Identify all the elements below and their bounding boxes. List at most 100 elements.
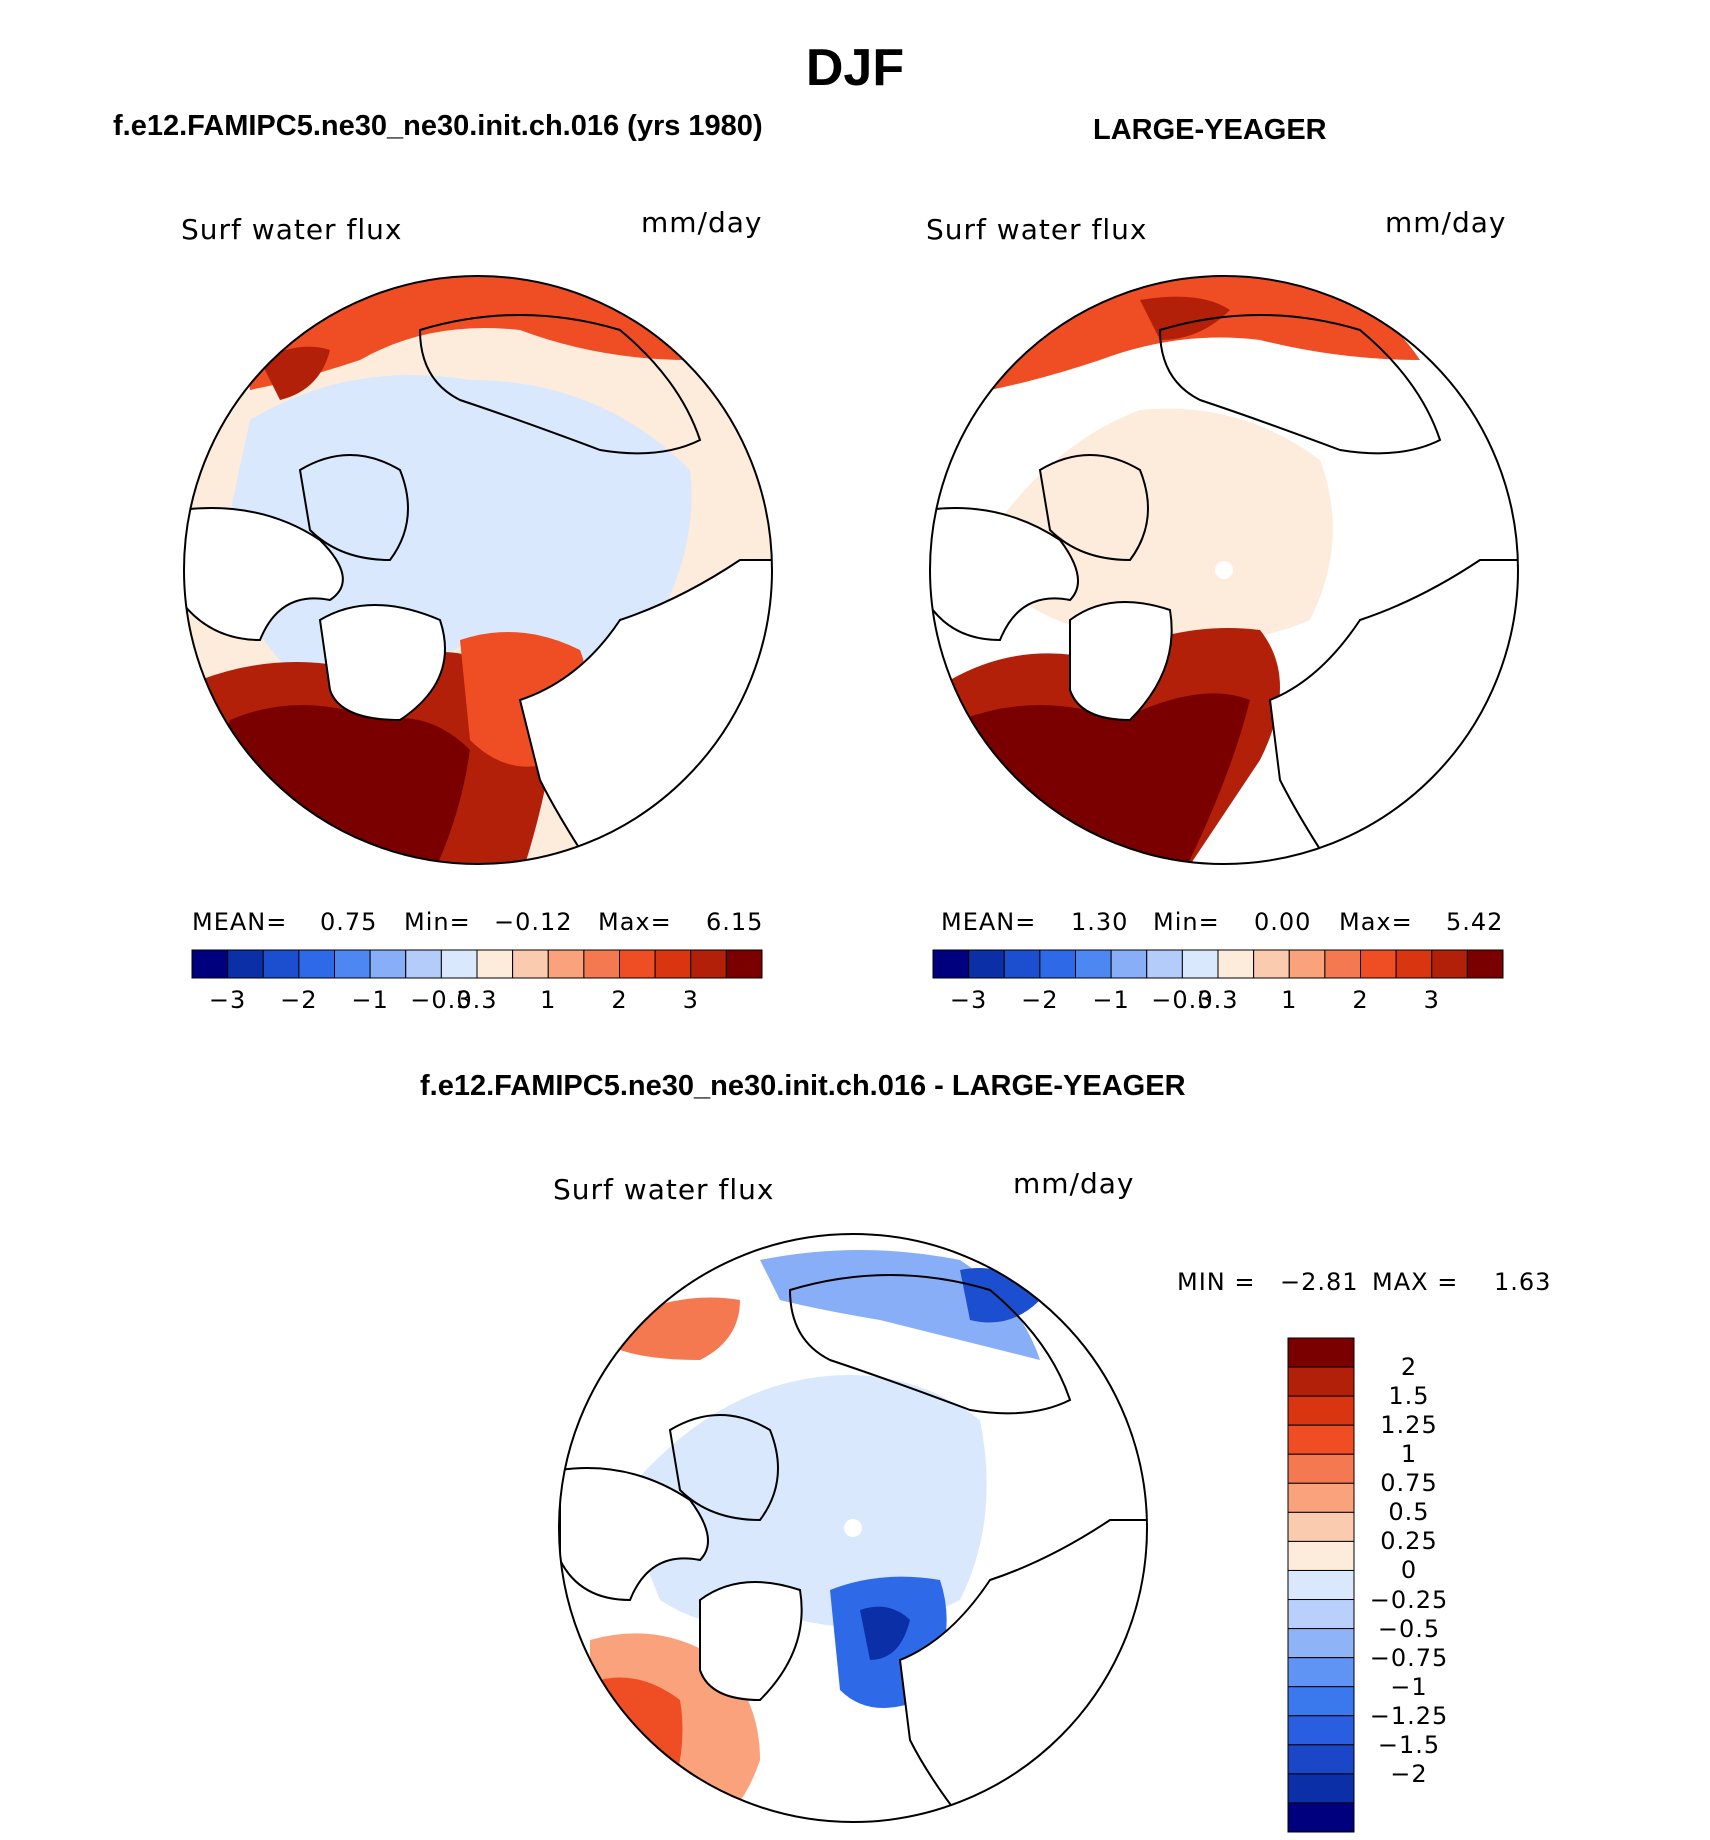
left-colorbar-box: [619, 949, 656, 979]
diff-max-label: MAX =: [1372, 1268, 1459, 1296]
right-colorbar-box: [1146, 949, 1183, 979]
right-map: [930, 276, 1518, 864]
diff-colorbar-box: [1287, 1540, 1355, 1571]
right-colorbar-box: [932, 949, 970, 979]
diff-barents-dark: [860, 1606, 910, 1660]
left-colorbar-tick-label: −0.3: [410, 986, 473, 1014]
diff-colorbar-box: [1287, 1628, 1355, 1659]
diff-colorbar-tick-label: 1: [1400, 1440, 1418, 1469]
left-pacific-dark: [260, 346, 330, 400]
diff-colorbar-tick-label: −2: [1390, 1759, 1428, 1788]
diff-colorbar-tick-label: −1.5: [1377, 1730, 1441, 1759]
left-colorbar-tick-label: −2: [280, 986, 318, 1014]
right-colorbar-box: [1181, 949, 1219, 979]
left-colorbar-tick-label: 1: [540, 986, 557, 1014]
right-canadian-archipelago: [1038, 454, 1149, 562]
right-north-america: [930, 507, 1079, 642]
left-panel-title: f.e12.FAMIPC5.ne30_ne30.init.ch.016 (yrs…: [113, 110, 763, 142]
right-colorbar-box: [1039, 949, 1076, 979]
left-north-america: [184, 507, 344, 642]
left-max-label: Max=: [598, 908, 672, 936]
right-colorbar-tick-label: 2: [1352, 986, 1369, 1014]
right-colorbar-box: [1360, 949, 1397, 979]
right-panel-title: LARGE-YEAGER: [1093, 114, 1327, 146]
left-max-value: 6.15: [706, 908, 764, 936]
right-colorbar-tick-label: 1: [1281, 986, 1298, 1014]
right-min-value: 0.00: [1254, 908, 1312, 936]
diff-colorbar-tick-label: −0.5: [1377, 1614, 1441, 1643]
diff-siberia-coast: [788, 1274, 1072, 1415]
diff-units-label: mm/day: [1013, 1167, 1135, 1200]
left-colorbar-box: [725, 949, 763, 979]
left-colorbar-box: [690, 949, 727, 979]
right-colorbar-box: [1003, 949, 1041, 979]
right-siberia: [1158, 314, 1442, 455]
right-variable-label: Surf water flux: [926, 213, 1148, 246]
diff-colorbar-box: [1287, 1657, 1355, 1688]
left-min-label: Min=: [404, 908, 471, 936]
right-arctic-light: [1000, 408, 1333, 643]
right-colorbar-box: [1110, 949, 1148, 979]
right-pole-hole: [1215, 561, 1233, 579]
left-colorbar-tick-label: −3: [208, 986, 247, 1014]
left-colorbar-box: [440, 949, 478, 979]
left-colorbar-box: [654, 949, 692, 979]
right-map-border: [929, 275, 1519, 865]
diff-colorbar-tick-label: 0.25: [1380, 1527, 1438, 1556]
right-colorbar-box: [1324, 949, 1361, 979]
left-colorbar-tick-label: 0.3: [456, 986, 498, 1014]
diff-map-border: [558, 1233, 1148, 1823]
left-colorbar-box: [191, 949, 229, 979]
diff-colorbar-box: [1287, 1773, 1355, 1804]
right-colorbar-box: [1466, 949, 1504, 979]
right-colorbar-tick-label: −0.3: [1151, 986, 1214, 1014]
diff-colorbar-tick-label: 0.75: [1380, 1469, 1438, 1498]
diff-colorbar-box: [1287, 1482, 1355, 1513]
diff-colorbar-tick-label: 2: [1400, 1353, 1418, 1382]
right-units-label: mm/day: [1385, 206, 1507, 239]
figure-title: DJF: [805, 39, 905, 97]
diff-colorbar-box: [1287, 1395, 1355, 1426]
diff-atlantic-strong: [600, 1677, 683, 1820]
diff-colorbar-tick-label: −1: [1390, 1672, 1428, 1701]
diff-north-america: [559, 1467, 709, 1602]
diff-colorbar-box: [1287, 1424, 1355, 1455]
left-colorbar-box: [512, 949, 549, 979]
left-canadian-archipelago: [298, 454, 409, 562]
right-mean-label: MEAN=: [941, 908, 1037, 936]
left-units-label: mm/day: [641, 206, 763, 239]
diff-colorbar-box: [1287, 1686, 1355, 1717]
right-mean-value: 1.30: [1071, 908, 1129, 936]
diff-colorbar-tick-label: −0.25: [1369, 1585, 1449, 1614]
diff-colorbar-box: [1287, 1715, 1355, 1746]
diff-colorbar-box: [1287, 1366, 1355, 1397]
diff-canadian-archipelago: [668, 1414, 779, 1522]
right-colorbar-box: [1075, 949, 1112, 979]
right-colorbar-box: [968, 949, 1005, 979]
diff-variable-label: Surf water flux: [553, 1173, 775, 1206]
diff-colorbar-tick-label: 1.25: [1380, 1411, 1438, 1440]
diff-colorbar-box: [1287, 1599, 1355, 1630]
diff-arctic-blue: [620, 1375, 987, 1627]
right-colorbar-box: [1431, 949, 1468, 979]
diff-min-label: MIN =: [1177, 1268, 1256, 1296]
diff-colorbar-tick-label: −1.25: [1369, 1701, 1449, 1730]
right-max-label: Max=: [1339, 908, 1413, 936]
diff-panel-title: f.e12.FAMIPC5.ne30_ne30.init.ch.016 - LA…: [420, 1070, 1186, 1102]
left-colorbar-tick-label: −1: [351, 986, 389, 1014]
left-colorbar-box: [227, 949, 264, 979]
diff-colorbar-box: [1287, 1511, 1355, 1542]
right-colorbar-tick-label: −1: [1092, 986, 1130, 1014]
left-siberia: [418, 314, 702, 455]
right-colorbar-tick-label: 3: [1423, 986, 1440, 1014]
left-colorbar-box: [262, 949, 300, 979]
left-colorbar-tick-label: 3: [682, 986, 699, 1014]
diff-colorbar-tick-label: 1.5: [1388, 1382, 1430, 1411]
left-colorbar-box: [547, 949, 585, 979]
right-colorbar-tick-label: −3: [949, 986, 988, 1014]
right-colorbar-box: [1288, 949, 1326, 979]
diff-colorbar-box: [1287, 1453, 1355, 1484]
left-greenland: [318, 604, 446, 722]
left-map: [184, 276, 772, 864]
